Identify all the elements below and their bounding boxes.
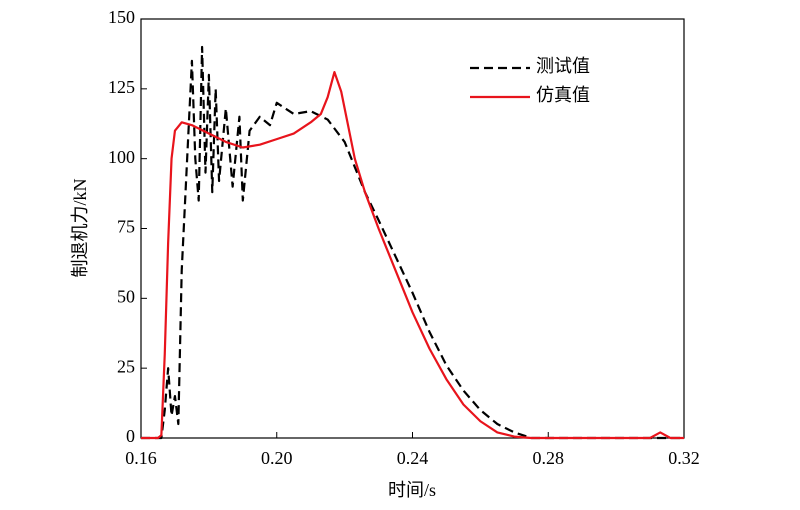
x-tick-label: 0.16 [125,448,157,468]
y-tick-label: 150 [108,7,135,27]
legend-label: 测试值 [536,56,590,76]
x-tick-label: 0.20 [261,448,293,468]
x-tick-label: 0.28 [533,448,565,468]
x-axis-label: 时间/s [388,480,436,500]
plot-frame [140,18,685,439]
legend-label: 仿真值 [536,85,590,105]
y-axis-label: 制退机力/kN [70,178,90,277]
y-tick-label: 0 [126,426,135,446]
y-tick-label: 25 [117,356,135,376]
y-tick-label: 50 [117,286,135,306]
x-tick-label: 0.32 [668,448,700,468]
x-tick-label: 0.24 [397,448,429,468]
series-line [141,45,684,440]
y-tick-label: 75 [117,217,135,237]
y-tick-label: 100 [108,147,135,167]
y-tick-label: 125 [108,77,135,97]
series-line [141,70,684,440]
